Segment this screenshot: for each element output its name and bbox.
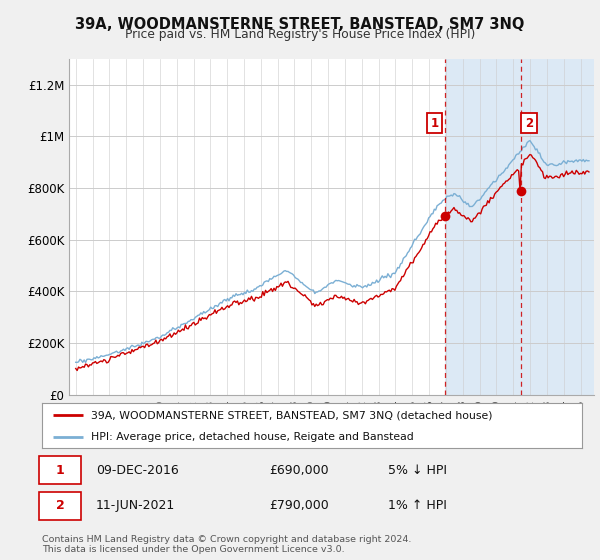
Text: 39A, WOODMANSTERNE STREET, BANSTEAD, SM7 3NQ (detached house): 39A, WOODMANSTERNE STREET, BANSTEAD, SM7… [91,410,492,421]
Text: 09-DEC-2016: 09-DEC-2016 [96,464,179,477]
Text: 5% ↓ HPI: 5% ↓ HPI [388,464,446,477]
Text: 1: 1 [56,464,65,477]
Text: 39A, WOODMANSTERNE STREET, BANSTEAD, SM7 3NQ: 39A, WOODMANSTERNE STREET, BANSTEAD, SM7… [76,17,524,32]
Text: Contains HM Land Registry data © Crown copyright and database right 2024.
This d: Contains HM Land Registry data © Crown c… [42,535,412,554]
Text: Price paid vs. HM Land Registry's House Price Index (HPI): Price paid vs. HM Land Registry's House … [125,28,475,41]
Text: 2: 2 [525,117,533,130]
Text: 1: 1 [430,117,439,130]
Text: 2: 2 [56,500,65,512]
Text: £690,000: £690,000 [269,464,328,477]
Text: 1% ↑ HPI: 1% ↑ HPI [388,500,446,512]
Text: £790,000: £790,000 [269,500,329,512]
Text: 11-JUN-2021: 11-JUN-2021 [96,500,175,512]
FancyBboxPatch shape [40,456,82,484]
Text: HPI: Average price, detached house, Reigate and Banstead: HPI: Average price, detached house, Reig… [91,432,413,442]
FancyBboxPatch shape [40,492,82,520]
Bar [445,59,594,395]
